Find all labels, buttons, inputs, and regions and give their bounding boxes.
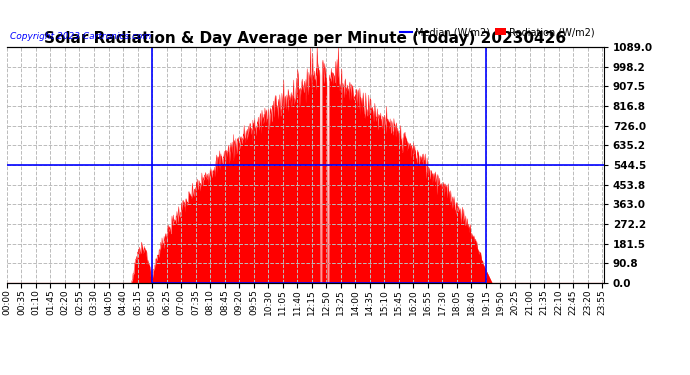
Text: Copyright 2023 Cartronics.com: Copyright 2023 Cartronics.com bbox=[10, 32, 152, 41]
Title: Solar Radiation & Day Average per Minute (Today) 20230426: Solar Radiation & Day Average per Minute… bbox=[44, 31, 566, 46]
Bar bbox=[152, 47, 486, 283]
Legend: Median (W/m2), Radiation (W/m2): Median (W/m2), Radiation (W/m2) bbox=[397, 23, 599, 41]
